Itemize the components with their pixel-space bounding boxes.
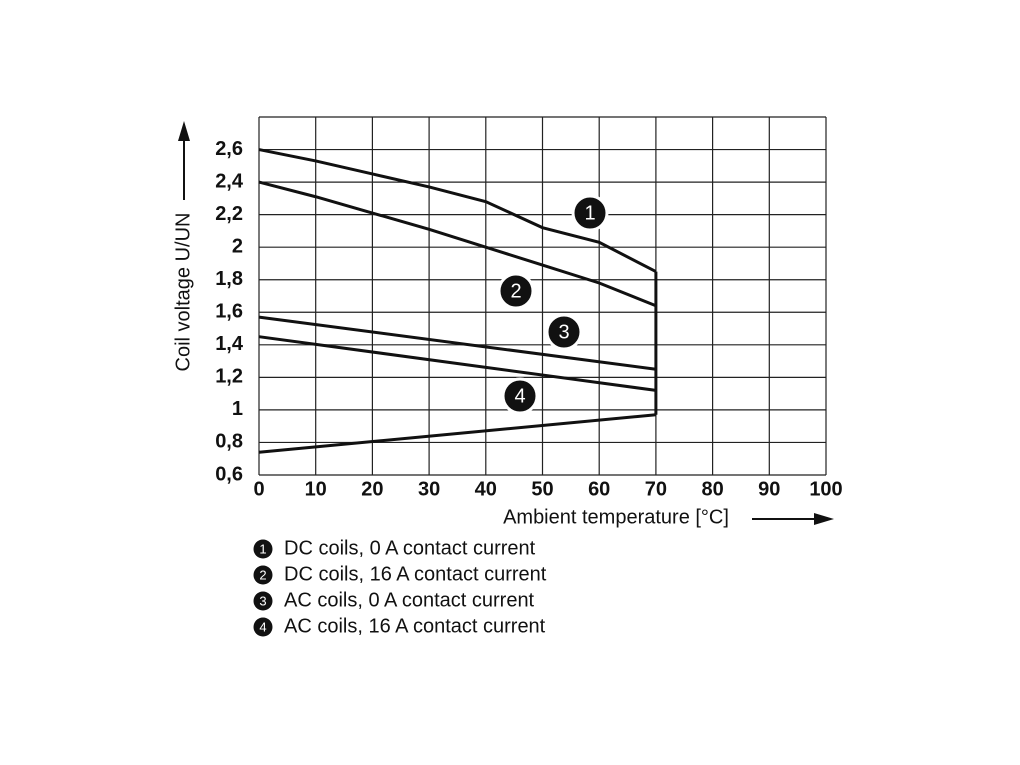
curve-marker [545,313,583,351]
y-tick-label: 0,8 [215,431,243,453]
y-tick-label: 1,8 [215,268,243,290]
curve-marker [497,272,535,310]
legend-marker [253,591,273,611]
legend-label: AC coils, 16 A contact current [284,615,546,637]
x-tick-label: 40 [475,478,497,500]
curve-marker-label: 4 [514,385,525,407]
legend-marker [253,565,273,585]
legend-label: DC coils, 0 A contact current [284,537,536,559]
line [258,148,657,273]
x-tick-label: 60 [588,478,610,500]
y-tick-label: 0,6 [215,463,243,485]
line [258,335,657,392]
line [258,315,657,371]
x-tick-label: 100 [809,478,842,500]
x-tick-label: 10 [305,478,327,500]
x-tick-label: 70 [645,478,667,500]
y-tick-label: 1,2 [215,366,243,388]
legend-marker [253,539,273,559]
y-tick-label: 1,6 [215,301,243,323]
y-tick-label: 2,4 [215,170,244,192]
y-arrow-head [178,121,190,141]
x-tick-label: 0 [253,478,264,500]
legend-marker-label: 4 [259,619,266,634]
legend-label: DC coils, 16 A contact current [284,563,547,585]
x-tick-label: 90 [758,478,780,500]
curve-marker [571,194,609,232]
y-tick-label: 2,6 [215,138,243,160]
x-tick-label: 80 [701,478,723,500]
y-tick-label: 1 [232,398,243,420]
y-tick-label: 2 [232,235,243,257]
line [258,413,657,454]
legend-marker [253,617,273,637]
curve-marker-label: 3 [558,321,569,343]
y-axis-label: Coil voltage U/UN [172,213,194,372]
x-arrow-head [814,513,834,525]
curve-marker-label: 2 [510,280,521,302]
x-axis-label: Ambient temperature [°C] [503,506,729,528]
y-tick-label: 1,4 [215,333,244,355]
line [258,180,657,308]
y-tick-label: 2,2 [215,203,243,225]
legend-marker-label: 2 [259,567,266,582]
legend-marker-label: 1 [259,541,266,556]
x-tick-label: 50 [531,478,553,500]
curve-marker [501,377,539,415]
x-tick-label: 20 [361,478,383,500]
x-tick-label: 30 [418,478,440,500]
curve-marker-label: 1 [584,202,595,224]
legend-label: AC coils, 0 A contact current [284,589,535,611]
legend-marker-label: 3 [259,593,266,608]
